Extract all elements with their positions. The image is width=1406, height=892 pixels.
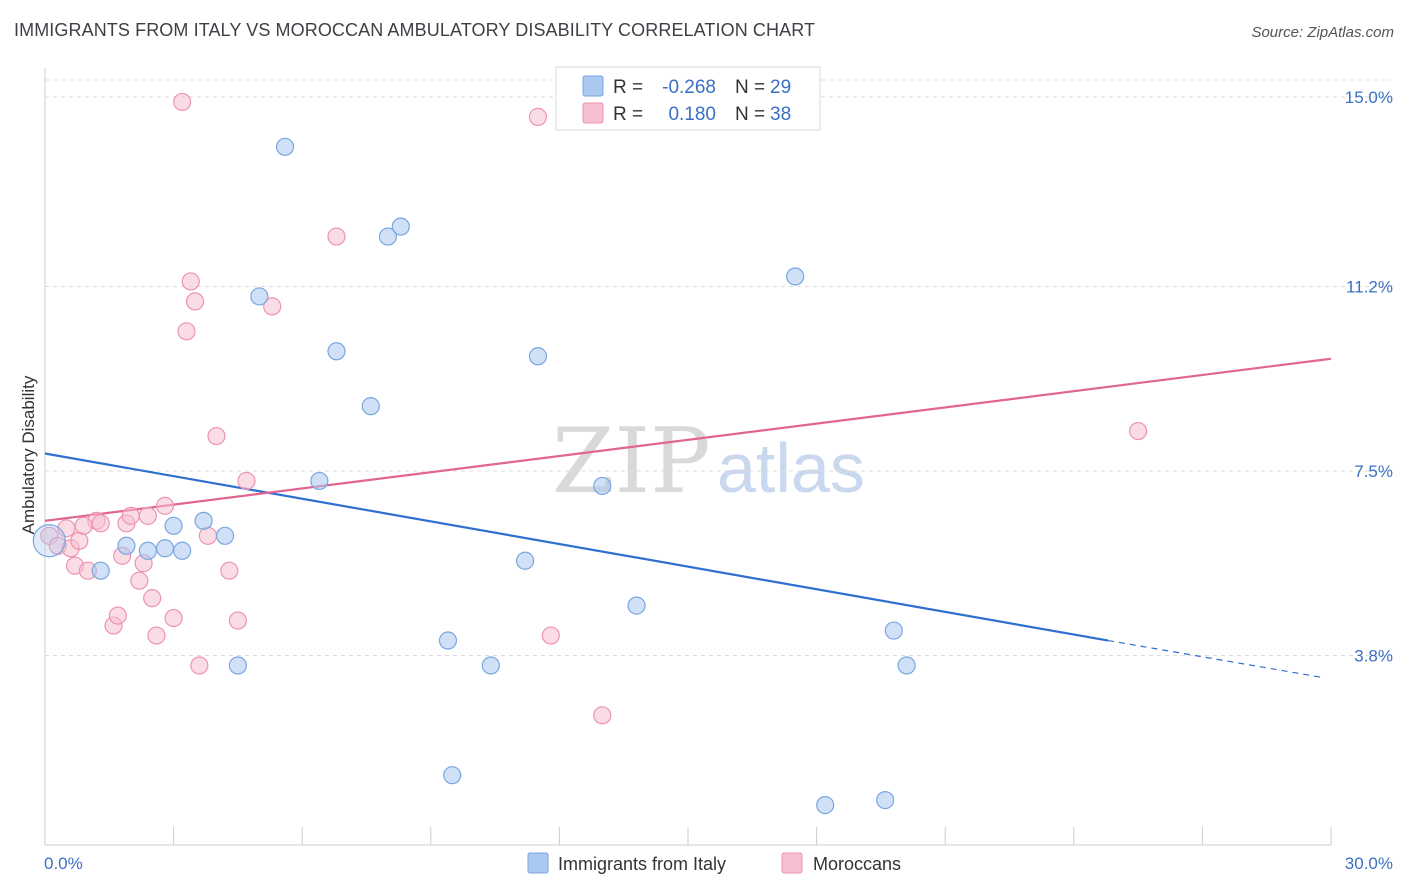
trend-line-italy bbox=[44, 452, 1109, 642]
point-italy-10 bbox=[250, 287, 269, 306]
point-moroccans-14 bbox=[130, 571, 149, 590]
point-moroccans-17 bbox=[143, 589, 162, 608]
legend-n-value-italy: 29 bbox=[770, 77, 791, 98]
legend-r-value-italy: -0.268 bbox=[662, 77, 716, 98]
point-italy-17 bbox=[438, 631, 458, 650]
point-moroccans-35 bbox=[593, 706, 612, 725]
point-italy-5 bbox=[164, 516, 183, 535]
x-tick-labels: 0.0% 30.0% bbox=[44, 854, 1393, 873]
trend-line-italy-extension bbox=[1107, 639, 1326, 679]
point-italy-21 bbox=[593, 476, 612, 496]
point-moroccans-5 bbox=[70, 531, 89, 550]
point-moroccans-26 bbox=[198, 526, 217, 545]
point-italy-28 bbox=[443, 766, 462, 785]
point-moroccans-36 bbox=[1128, 421, 1148, 441]
point-moroccans-13 bbox=[121, 506, 140, 525]
bottom-legend-swatch-moroccans bbox=[781, 852, 803, 874]
x-tick-label-1: 30.0% bbox=[1345, 854, 1393, 873]
point-italy-11 bbox=[275, 137, 295, 156]
point-italy-16 bbox=[391, 217, 410, 236]
point-moroccans-29 bbox=[228, 611, 247, 630]
y-tick-label-2: 11.2% bbox=[1346, 277, 1393, 296]
point-moroccans-10 bbox=[108, 606, 127, 625]
point-moroccans-32 bbox=[327, 227, 346, 246]
point-italy-0 bbox=[32, 524, 66, 558]
point-italy-26 bbox=[884, 621, 903, 640]
trend-lines bbox=[44, 357, 1332, 679]
point-moroccans-37 bbox=[74, 516, 93, 535]
bottom-legend-label-italy: Immigrants from Italy bbox=[558, 854, 726, 874]
point-moroccans-21 bbox=[173, 92, 192, 112]
point-moroccans-8 bbox=[91, 514, 110, 533]
point-moroccans-16 bbox=[138, 506, 157, 525]
source-label: Source: ZipAtlas.com bbox=[1251, 24, 1394, 41]
series-legend: Immigrants from Italy Moroccans bbox=[527, 852, 901, 874]
bottom-legend-label-moroccans: Moroccans bbox=[813, 854, 901, 874]
point-italy-9 bbox=[228, 656, 247, 675]
x-tick-label-0: 0.0% bbox=[44, 854, 83, 873]
point-italy-25 bbox=[876, 791, 895, 810]
point-italy-23 bbox=[786, 267, 805, 286]
correlation-legend: R = -0.268 N = 29 R = 0.180 N = 38 bbox=[555, 66, 821, 131]
series-italy-points bbox=[32, 137, 916, 815]
point-italy-27 bbox=[897, 656, 916, 675]
y-tick-label-1: 7.5% bbox=[1354, 462, 1393, 481]
point-italy-2 bbox=[117, 536, 136, 555]
watermark-atlas-text: atlas bbox=[717, 429, 865, 507]
point-italy-13 bbox=[327, 342, 346, 361]
chart-title: IMMIGRANTS FROM ITALY VS MOROCCAN AMBULA… bbox=[14, 20, 816, 40]
point-moroccans-25 bbox=[190, 656, 209, 675]
point-moroccans-28 bbox=[220, 561, 239, 580]
trend-line-moroccans bbox=[44, 357, 1332, 522]
point-italy-6 bbox=[173, 541, 192, 560]
point-italy-1 bbox=[91, 561, 110, 580]
y-axis-label: Ambulatory Disability bbox=[19, 375, 38, 534]
point-italy-7 bbox=[194, 511, 213, 530]
point-moroccans-19 bbox=[155, 496, 175, 515]
legend-swatch-italy bbox=[582, 75, 604, 97]
point-italy-19 bbox=[516, 551, 535, 570]
point-italy-12 bbox=[310, 471, 329, 491]
watermark: ZIP atlas bbox=[552, 409, 865, 514]
point-italy-3 bbox=[138, 541, 157, 560]
point-italy-20 bbox=[528, 347, 548, 366]
point-italy-4 bbox=[155, 539, 175, 558]
y-tick-label-3: 15.0% bbox=[1345, 88, 1393, 107]
point-moroccans-33 bbox=[528, 107, 548, 126]
legend-n-label-italy: N = bbox=[735, 77, 765, 98]
axes bbox=[44, 68, 1332, 846]
point-italy-22 bbox=[627, 596, 646, 615]
y-tick-labels: 3.8% 7.5% 11.2% 15.0% bbox=[1345, 88, 1393, 666]
point-moroccans-24 bbox=[185, 292, 205, 311]
point-italy-14 bbox=[361, 397, 380, 416]
legend-r-label-moroccans: R = bbox=[613, 104, 643, 125]
y-tick-label-0: 3.8% bbox=[1354, 646, 1393, 665]
legend-swatch-moroccans bbox=[582, 102, 604, 124]
point-italy-18 bbox=[481, 656, 500, 675]
point-moroccans-22 bbox=[177, 322, 196, 341]
series-moroccans-points bbox=[40, 92, 1148, 725]
point-moroccans-31 bbox=[263, 297, 282, 316]
point-italy-8 bbox=[215, 526, 235, 545]
point-moroccans-34 bbox=[541, 626, 560, 645]
watermark-zip-text: ZIP bbox=[552, 409, 711, 514]
point-moroccans-27 bbox=[207, 426, 226, 446]
point-italy-15 bbox=[378, 227, 398, 246]
point-moroccans-30 bbox=[237, 471, 256, 491]
point-moroccans-20 bbox=[164, 608, 183, 628]
legend-n-value-moroccans: 38 bbox=[770, 104, 791, 125]
legend-n-label-moroccans: N = bbox=[735, 104, 765, 125]
point-moroccans-23 bbox=[181, 272, 200, 291]
point-moroccans-18 bbox=[147, 626, 166, 645]
legend-r-label-italy: R = bbox=[613, 77, 643, 98]
point-italy-24 bbox=[816, 796, 835, 815]
bottom-legend-swatch-italy bbox=[527, 852, 549, 874]
grid-lines bbox=[45, 79, 1391, 656]
legend-r-value-moroccans: 0.180 bbox=[668, 104, 716, 125]
